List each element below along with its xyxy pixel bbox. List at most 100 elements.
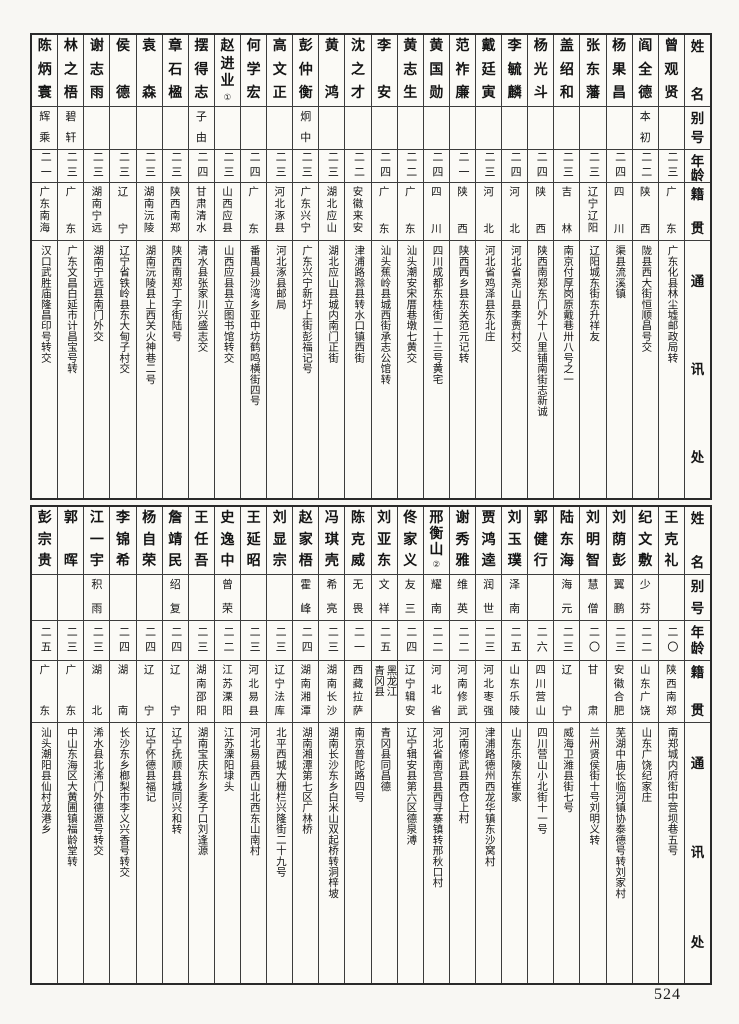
person-column: 林之梧碧轩二三广东广东文昌白延市计昌宝号转 bbox=[57, 35, 84, 498]
person-alias bbox=[110, 107, 136, 150]
name-char: 陆 bbox=[559, 511, 574, 526]
person-address-text: 清水县张家川兴盛志交 bbox=[196, 245, 208, 353]
native-char: 安 bbox=[404, 705, 416, 717]
person-age-text: 二三 bbox=[561, 625, 574, 656]
native-char: 陕 bbox=[639, 187, 651, 198]
native-char: 湖 bbox=[91, 665, 103, 676]
native-char: 西 bbox=[535, 223, 547, 235]
name-char: 贤 bbox=[664, 86, 679, 101]
person-column: 贾鸿逵润世二三河北枣强津浦路德州西龙华镇东沙窝村 bbox=[475, 507, 502, 983]
name-char: 行 bbox=[533, 554, 548, 569]
name-char: 廷 bbox=[481, 62, 496, 78]
person-age-text: 二四 bbox=[404, 625, 417, 656]
person-name: 张东藩 bbox=[580, 35, 606, 107]
person-address-text: 山东广饶纪家庄 bbox=[640, 727, 652, 802]
native-char: 西 bbox=[639, 223, 651, 235]
header-char: 年 bbox=[690, 625, 705, 640]
native-char: 清 bbox=[196, 211, 207, 223]
name-char: 绍 bbox=[559, 62, 574, 78]
native-char: 营 bbox=[535, 692, 547, 703]
name-char: 克 bbox=[664, 532, 679, 548]
person-address-text: 南京普陀路四号 bbox=[353, 727, 365, 802]
person-alias bbox=[136, 575, 162, 621]
person-name: 陈克威 bbox=[345, 507, 371, 575]
person-column: 冯琪壳希亮二三湖南长沙湖南长沙东乡白米山双起桥转洞梓坡 bbox=[318, 507, 345, 983]
person-address: 番禺县沙湾乡亚中坊鹤鸣横街四号 bbox=[241, 241, 266, 498]
native-char: 湖 bbox=[326, 187, 338, 198]
person-address: 山东广饶纪家庄 bbox=[633, 723, 658, 983]
native-char: 宁 bbox=[561, 705, 573, 717]
person-age: 二四 bbox=[502, 150, 528, 183]
native-char: 水 bbox=[196, 223, 207, 235]
header-cell-address: 通讯处 bbox=[685, 241, 710, 498]
person-address: 河南修武县西仓上村 bbox=[450, 723, 475, 983]
person-age-text: 二二 bbox=[456, 625, 469, 656]
name-char: 全 bbox=[638, 62, 653, 78]
person-column: 范祚廉二一陕西陕西西乡县东关范元记转 bbox=[448, 35, 476, 498]
name-char: 琪 bbox=[324, 532, 339, 548]
person-name: 黄国勋 bbox=[423, 35, 449, 107]
person-column: 章石楹二三陕西南郑陕西南郑丁字街陆号 bbox=[161, 35, 188, 498]
person-address-text: 芜湖中庙长临河镇协泰德号转刘家村 bbox=[614, 727, 626, 899]
person-name: 郭晖 bbox=[58, 507, 84, 575]
name-char: 志 bbox=[89, 62, 104, 78]
native-char: 四 bbox=[431, 187, 442, 198]
name-char: 刘 bbox=[377, 511, 392, 526]
native-char: 南 bbox=[300, 678, 312, 690]
person-alias bbox=[449, 107, 476, 150]
person-name: 杨自荣 bbox=[136, 507, 162, 575]
person-name: 冯琪壳 bbox=[319, 507, 345, 575]
person-address: 广东文昌白延市计昌宝号转 bbox=[58, 241, 83, 498]
header-char: 姓 bbox=[690, 511, 705, 526]
native-char: 郑 bbox=[170, 223, 181, 235]
person-address-text: 辽宁抚顺县城同兴和转 bbox=[170, 727, 182, 835]
person-native: 辽宁 bbox=[136, 661, 162, 723]
native-char: 乐 bbox=[509, 692, 520, 703]
native-char: 西 bbox=[666, 678, 677, 690]
person-age: 二三 bbox=[554, 150, 580, 183]
name-char: 梧 bbox=[63, 86, 78, 101]
native-char: 沙 bbox=[326, 705, 338, 717]
person-address-text: 河北省南宫县西寻寨镇转邢秋口村 bbox=[431, 727, 443, 888]
person-age-text: 二三 bbox=[143, 151, 156, 181]
person-address-text: 四川营山小北街十一号 bbox=[535, 727, 547, 835]
person-address-text: 津浦路滁县转水口镇西街 bbox=[353, 245, 365, 363]
name-char: 鸿 bbox=[481, 532, 496, 548]
person-native: 黑龙江 青冈县 bbox=[371, 661, 397, 723]
person-age: 二四 bbox=[606, 150, 632, 183]
person-name: 江一宇 bbox=[84, 507, 110, 575]
native-char: 东 bbox=[248, 223, 259, 235]
name-char: 学 bbox=[246, 62, 261, 78]
name-char: 显 bbox=[272, 532, 287, 548]
person-alias: 积雨 bbox=[84, 575, 110, 621]
person-column: 盖绍和二三吉林南京付厚岗原戴巷卅八号之一 bbox=[553, 35, 580, 498]
name-char: 民 bbox=[168, 554, 183, 569]
person-address-text: 四川成都东桂街二十三号黄宅 bbox=[431, 245, 443, 385]
native-char: 修 bbox=[457, 692, 468, 703]
person-column: 侯德二三辽宁辽宁省铁岭县东大甸子村交 bbox=[109, 35, 136, 498]
name-char: 昌 bbox=[612, 86, 627, 101]
name-char: 文 bbox=[272, 62, 287, 78]
person-address: 长沙东乡榔梨市李义兴香号转交 bbox=[110, 723, 135, 983]
person-address-text: 湖南沅陵县上西关火神巷二号 bbox=[144, 245, 156, 385]
person-age-text: 二四 bbox=[248, 151, 261, 181]
person-name: 李安 bbox=[371, 35, 397, 107]
person-native: 四川 bbox=[606, 183, 632, 241]
person-native: 辽宁辑安 bbox=[397, 661, 423, 723]
person-column: 曾观贤二三广东广东化县林尘墟邮政局转 bbox=[657, 35, 684, 498]
person-alias: 本初 bbox=[632, 107, 658, 150]
person-age: 二四 bbox=[423, 150, 449, 183]
alias-char: 复 bbox=[169, 603, 181, 615]
person-address-text: 南京付厚岗原戴巷卅八号之一 bbox=[562, 245, 574, 385]
native-char: 湖 bbox=[91, 187, 103, 198]
person-age-text: 二三 bbox=[300, 151, 313, 181]
person-address-text: 广东文昌白延市计昌宝号转 bbox=[66, 245, 77, 374]
alias-char: 祥 bbox=[378, 603, 390, 615]
header-cell-native: 籍贯 bbox=[684, 661, 710, 723]
native-char: 辽 bbox=[404, 665, 416, 676]
person-column: 黄志生二二广东汕头潮安宋厝巷墩七黄交 bbox=[396, 35, 423, 498]
native-char: 肃 bbox=[587, 705, 599, 717]
name-char: 杨 bbox=[612, 39, 627, 54]
person-native: 陕西南郑 bbox=[658, 661, 684, 723]
native-char: 广 bbox=[39, 187, 50, 198]
